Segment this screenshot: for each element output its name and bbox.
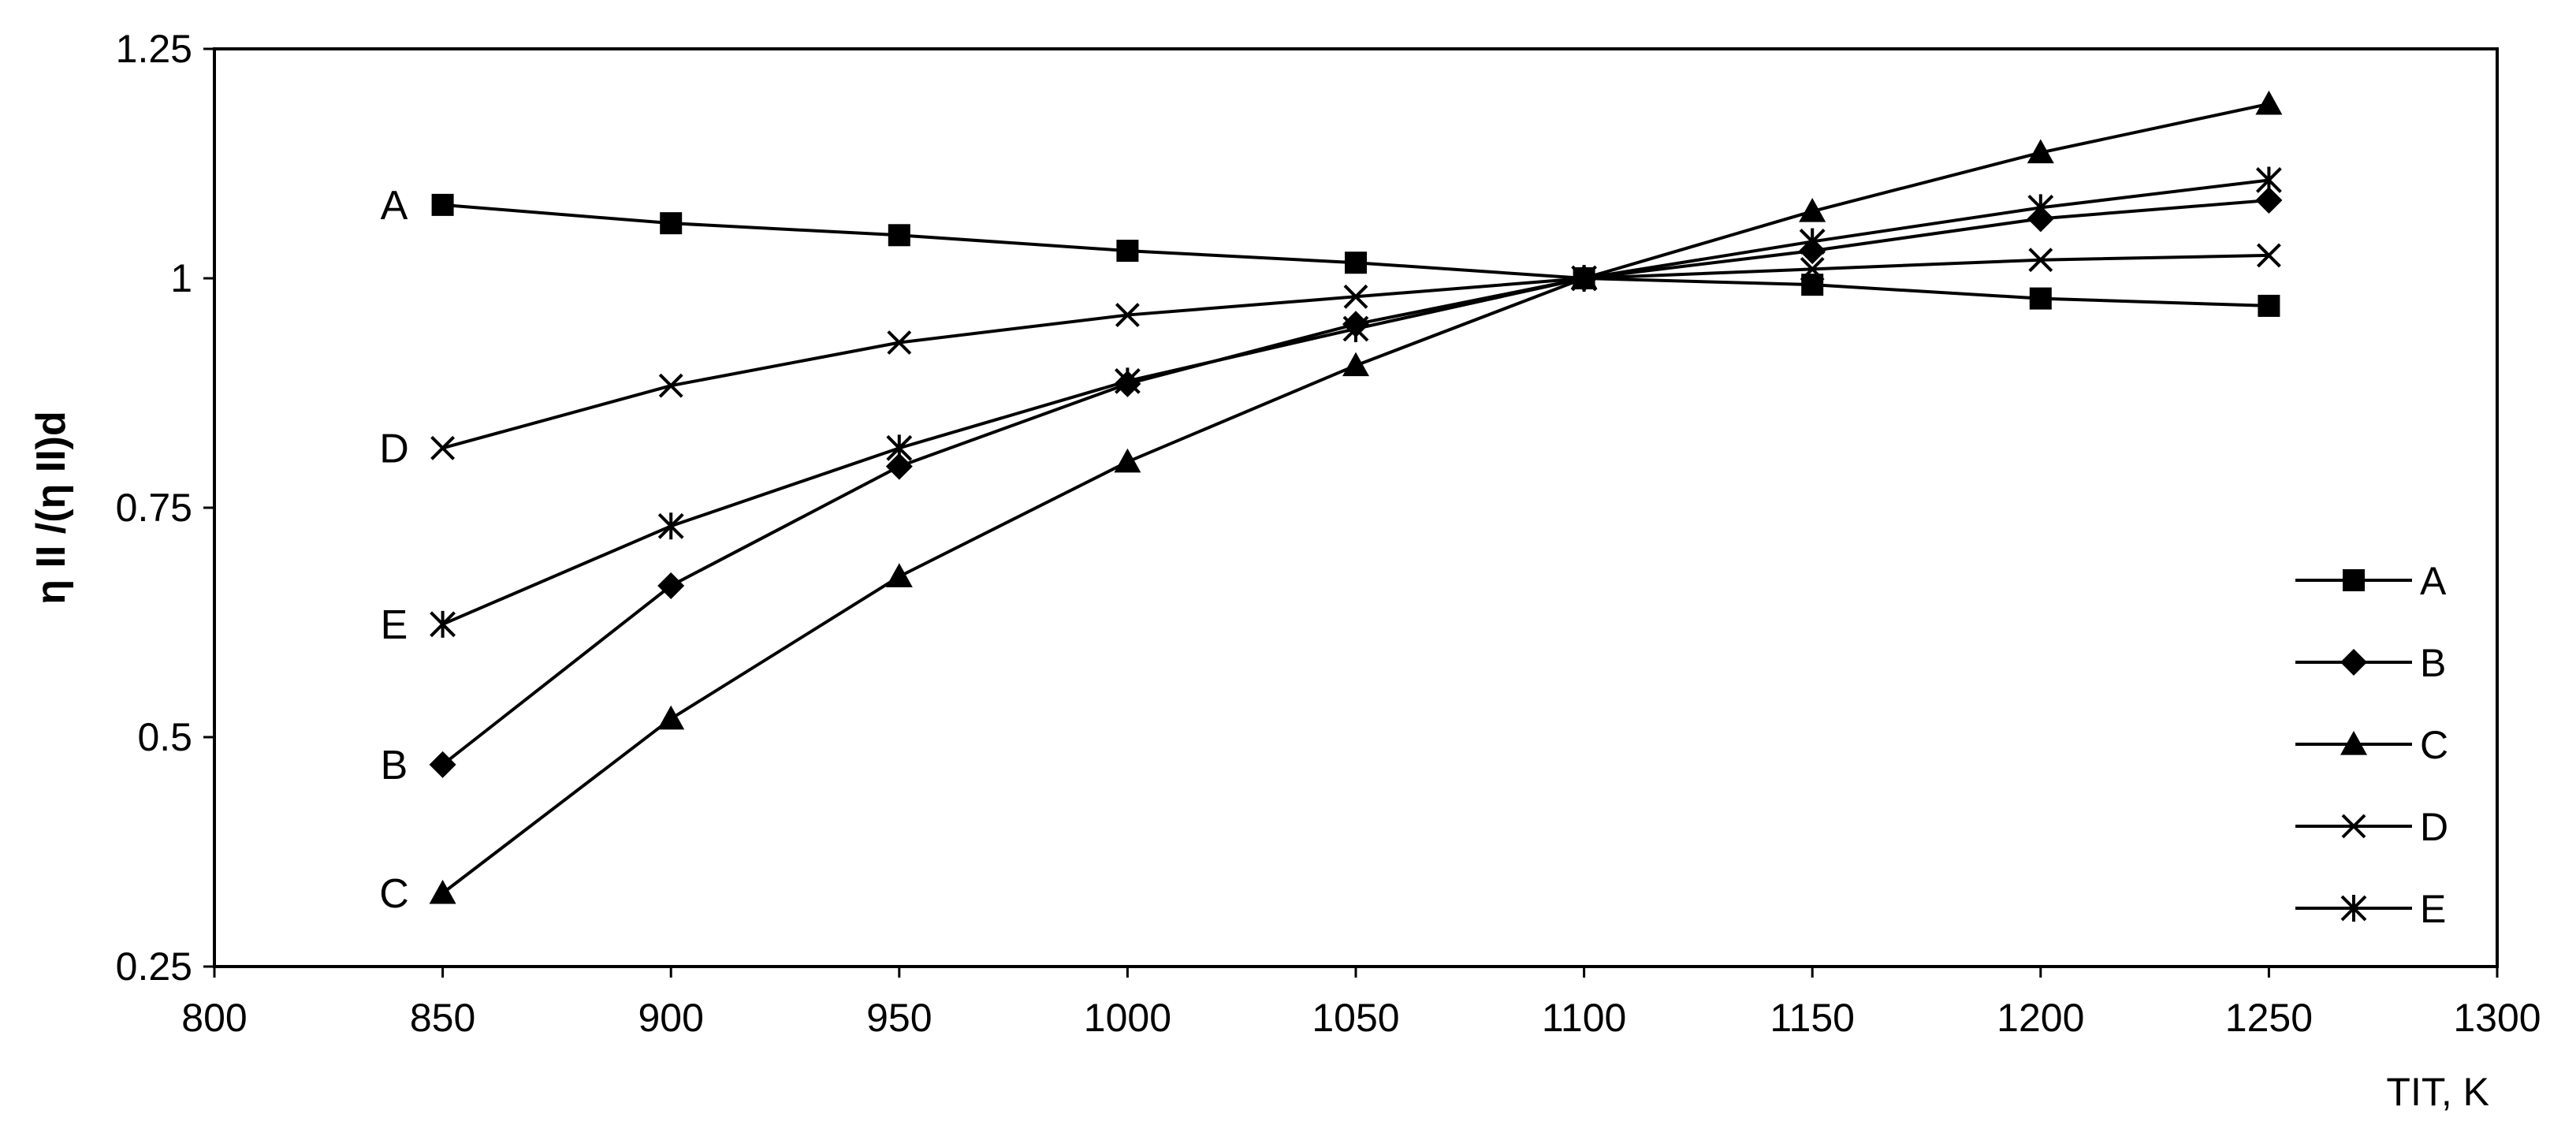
data-point-c [2027,139,2054,164]
data-point-c [2255,90,2283,115]
x-tick-label: 950 [866,996,932,1040]
series-layer [429,90,2283,904]
legend-marker-c [2340,731,2367,755]
curve-label-b: B [381,743,408,788]
data-point-c [657,705,685,730]
plot-frame [213,47,2499,968]
data-point-c [1799,198,1826,222]
y-tick-label: 0.5 [137,715,192,759]
data-point-e [2255,166,2282,194]
legend-label-d: D [2420,805,2448,849]
data-point-a [431,193,454,216]
data-point-a [2258,294,2280,317]
data-point-b [657,572,685,599]
x-tick-label: 1100 [1542,996,1627,1040]
data-point-d [2028,248,2053,273]
plot-area [213,47,2499,968]
series-line-b [441,199,2269,766]
series-line-e [441,178,2269,626]
data-point-b [2255,187,2283,214]
legend-marker-b [2340,649,2367,676]
legend-marker-a [2343,569,2365,591]
x-axis-title: TIT, K [2386,1070,2489,1114]
x-tick-label: 1300 [2453,996,2541,1040]
curve-labels: A D E B C [379,183,409,917]
x-tick-label: 900 [638,996,703,1040]
data-point-c [429,879,456,904]
legend-label-e: E [2420,887,2446,931]
data-point-a [888,224,910,247]
legend-label-c: C [2420,723,2448,767]
x-tick-label: 1050 [1312,996,1399,1040]
y-tick-label: 1.25 [116,27,192,71]
data-point-e [430,610,456,638]
data-point-b [885,453,913,480]
curve-label-d: D [379,426,409,471]
data-point-e [1571,265,1598,292]
data-point-d [2256,243,2281,268]
y-axis: 0.25 0.5 0.75 1 1.25 [116,27,214,989]
y-tick-label: 0.25 [116,944,192,989]
data-point-d [1800,256,1825,281]
x-tick-label: 800 [181,996,247,1040]
data-point-b [429,751,456,778]
x-tick-label: 1200 [1997,996,2084,1040]
data-point-d [430,435,456,460]
data-point-e [657,512,684,540]
legend-marker-d [2341,814,2366,839]
data-point-a [1345,251,1367,274]
y-axis-title: η II /(η II)d [28,411,74,605]
data-point-e [1799,228,1826,255]
data-point-e [1114,367,1141,395]
legend-label-a: A [2420,559,2447,603]
data-point-c [1342,352,1369,377]
x-tick-label: 850 [410,996,475,1040]
curve-label-c: C [379,871,409,917]
data-point-e [1342,315,1369,343]
series-line-c [441,102,2269,895]
data-point-a [1116,240,1139,263]
data-point-d [658,373,683,398]
data-point-d [1343,284,1368,309]
data-point-e [886,434,913,462]
x-tick-label: 1150 [1770,996,1855,1040]
data-point-a [660,212,683,235]
data-point-a [2029,287,2052,310]
x-tick-label: 1000 [1084,996,1171,1040]
legend-marker-e [2340,895,2367,922]
data-point-e [2027,194,2054,222]
curve-label-a: A [381,183,408,229]
legend-label-b: B [2420,641,2446,685]
series-line-d [442,253,2269,450]
x-axis: 800 850 900 950 1000 1050 1100 1150 1200 1250 1300 [181,967,2541,1040]
data-point-c [1114,448,1141,473]
data-point-d [1115,303,1140,327]
y-tick-label: 1 [170,256,192,300]
curve-label-e: E [381,602,408,648]
x-tick-label: 1250 [2225,996,2313,1040]
data-point-d [887,330,912,355]
data-point-c [885,563,913,587]
y-tick-label: 0.75 [116,486,192,530]
